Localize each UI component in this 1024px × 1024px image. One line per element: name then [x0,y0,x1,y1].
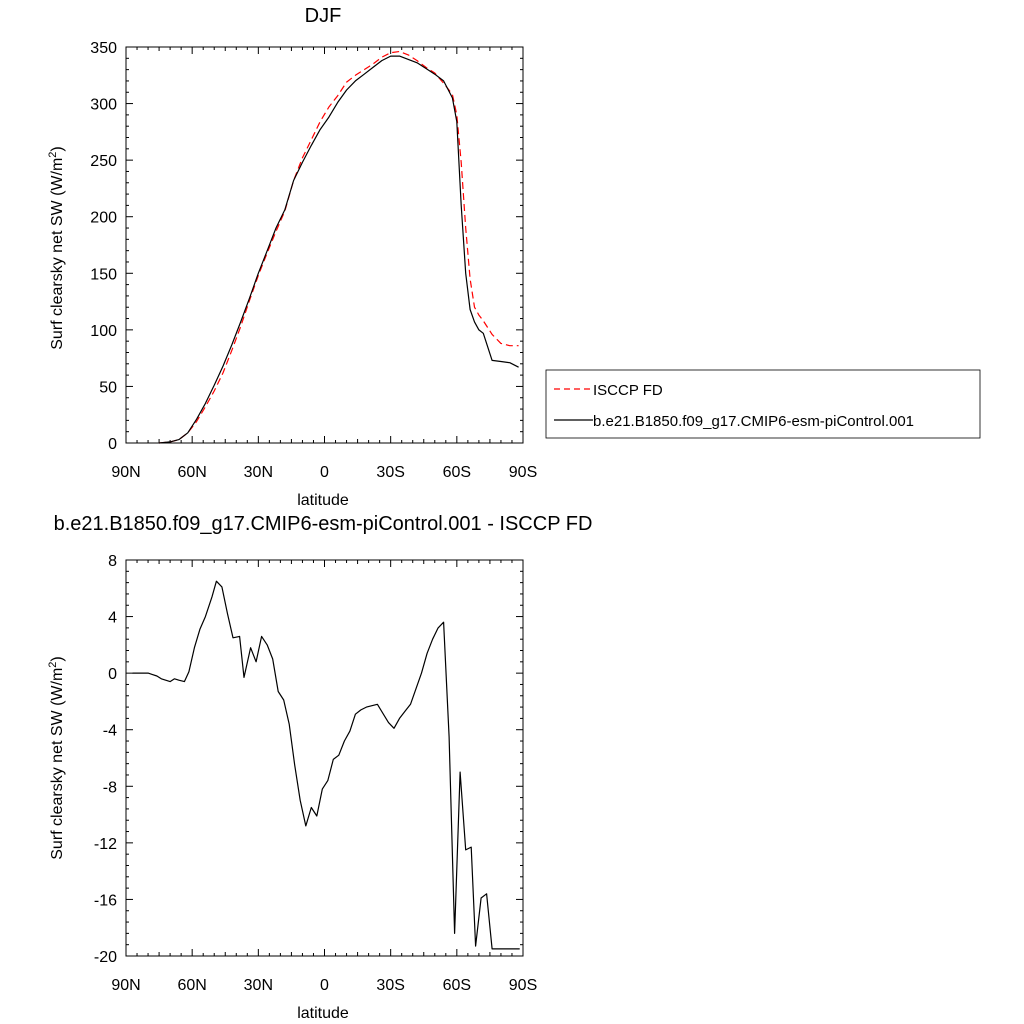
top-x-tick-label: 30S [376,464,404,481]
top-x-tick-labels: 90N 60N 30N 0 30S 60S 90S [111,464,537,481]
top-y-tick-label: 300 [90,97,117,114]
top-x-axis-label: latitude [297,492,349,509]
top-x-tick-label: 90S [509,464,537,481]
bottom-y-tick-label: 8 [108,553,117,570]
bottom-x-tick-label: 30S [376,977,404,994]
bottom-series-line-model [132,580,520,950]
bottom-x-tick-label: 60N [177,977,206,994]
bottom-x-tick-label: 0 [320,977,329,994]
bottom-y-tick-label: 0 [108,666,117,683]
bottom-y-tick-label: -20 [94,949,117,966]
top-x-tick-label: 60N [177,464,206,481]
top-y-tick-label: 200 [90,210,117,227]
top-y-tick-labels: 0 50 100 150 200 250 300 350 [90,40,117,453]
legend-box [545,369,981,439]
bottom-y-axis-label-main: Surf clearsky net SW (W/m [49,668,66,860]
top-series-line-isccp [159,50,519,444]
top-series-line-model [159,55,519,444]
top-plot-frame [125,46,524,444]
bottom-plot-frame [125,559,524,957]
bottom-x-tick-label: 30N [244,977,273,994]
bottom-y-tick-labels: 8 4 0 -4 -8 -12 -16 -20 [94,553,117,966]
bottom-x-tick-label: 60S [443,977,471,994]
top-y-tick-label: 350 [90,40,117,57]
bottom-y-axis-label: Surf clearsky net SW (W/m2) [47,656,66,859]
top-x-tick-label: 60S [443,464,471,481]
bottom-series-lines [132,580,520,950]
bottom-y-tick-label: -4 [103,723,117,740]
top-x-tick-label: 90N [111,464,140,481]
bottom-panel: b.e21.B1850.f09_g17.CMIP6-esm-piControl.… [47,513,592,1022]
top-chart-title: DJF [305,5,342,27]
bottom-y-tick-label: -16 [94,892,117,909]
bottom-tick-marks [125,559,524,957]
bottom-y-tick-label: 4 [108,610,117,627]
bottom-y-tick-label: -8 [103,779,117,796]
bottom-x-axis-label: latitude [297,1005,349,1022]
top-y-axis-label-end: ) [49,146,66,151]
top-y-axis-label-main: Surf clearsky net SW (W/m [49,158,66,350]
bottom-chart-title: b.e21.B1850.f09_g17.CMIP6-esm-piControl.… [54,513,593,535]
top-y-tick-label: 0 [108,436,117,453]
top-x-tick-label: 30N [244,464,273,481]
bottom-x-tick-labels: 90N 60N 30N 0 30S 60S 90S [111,977,537,994]
top-y-tick-label: 250 [90,153,117,170]
top-y-tick-label: 150 [90,266,117,283]
bottom-y-tick-label: -12 [94,836,117,853]
legend: ISCCP FD b.e21.B1850.f09_g17.CMIP6-esm-p… [545,369,981,439]
bottom-y-axis-label-end: ) [49,656,66,661]
top-y-axis-label: Surf clearsky net SW (W/m2) [47,146,66,349]
top-y-tick-label: 50 [99,379,117,396]
top-panel: DJF 90N 60N 30N 0 30S 60S 90S 0 50 100 150 200 250 3… [47,5,981,509]
bottom-x-tick-label: 90S [509,977,537,994]
top-y-axis-label-sup: 2 [47,152,59,158]
legend-label-isccp: ISCCP FD [593,382,663,399]
top-y-tick-label: 100 [90,323,117,340]
bottom-x-tick-label: 90N [111,977,140,994]
top-x-tick-label: 0 [320,464,329,481]
top-series-lines [159,50,519,444]
legend-label-model: b.e21.B1850.f09_g17.CMIP6-esm-piControl.… [593,413,914,430]
bottom-y-axis-label-sup: 2 [47,662,59,668]
